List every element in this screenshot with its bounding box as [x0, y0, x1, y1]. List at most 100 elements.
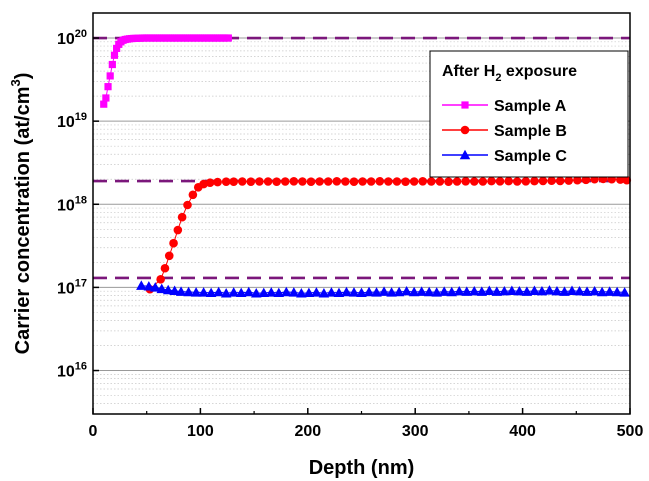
data-point: [431, 287, 442, 297]
data-point: [416, 286, 427, 296]
data-point: [190, 287, 202, 297]
data-point: [386, 287, 397, 297]
data-point: [529, 285, 540, 296]
data-point: [521, 286, 533, 296]
x-tick-label: 400: [509, 423, 536, 440]
data-point: [349, 177, 359, 186]
data-point: [555, 176, 565, 186]
legend-marker: [460, 125, 470, 135]
data-point: [318, 288, 330, 298]
data-point: [409, 177, 419, 186]
data-point: [348, 287, 360, 297]
data-point: [332, 176, 342, 186]
y-tick-label: 1018: [57, 194, 87, 214]
data-point: [547, 176, 556, 186]
data-point: [521, 176, 531, 186]
data-point: [108, 60, 116, 69]
data-point: [378, 286, 390, 296]
data-point: [160, 263, 170, 273]
data-point: [551, 285, 563, 296]
data-point: [266, 287, 277, 297]
data-point: [611, 286, 623, 297]
data-point: [536, 285, 548, 296]
data-point: [150, 282, 161, 292]
legend-item: Sample B: [442, 123, 567, 140]
data-point: [589, 285, 600, 296]
y-axis-title: Carrier concentration (at/cm3): [8, 73, 34, 355]
y-tick-label: 1017: [57, 277, 87, 297]
data-series: [100, 34, 632, 298]
axis-ticks: 0 100 200 300 400 500 1016 1017 1018 1019 1020: [57, 28, 643, 440]
data-point: [384, 177, 393, 186]
data-point: [566, 285, 578, 296]
data-point: [289, 176, 299, 186]
data-point: [298, 177, 307, 186]
data-point: [258, 287, 270, 298]
data-point: [461, 176, 470, 186]
y-tick-label: 1020: [57, 28, 87, 48]
data-point: [581, 286, 593, 296]
data-point: [444, 177, 453, 186]
data-point: [423, 286, 435, 297]
legend-label: Sample C: [494, 148, 567, 165]
data-point: [504, 176, 513, 186]
data-point: [514, 285, 525, 296]
data-point: [622, 175, 632, 185]
data-point: [356, 287, 367, 298]
data-point: [246, 177, 256, 186]
data-point: [296, 288, 307, 298]
data-point: [446, 286, 457, 297]
data-point: [188, 190, 198, 200]
data-point: [205, 287, 217, 298]
data-point: [164, 251, 174, 261]
data-point: [205, 178, 215, 187]
data-point: [306, 177, 316, 186]
data-point: [199, 179, 208, 189]
data-point: [366, 177, 376, 186]
data-point: [169, 285, 180, 296]
data-point: [363, 286, 375, 297]
y-tick-label: 1016: [57, 361, 87, 381]
legend-item: Sample C: [442, 148, 567, 165]
data-point: [213, 177, 222, 187]
data-point: [619, 287, 630, 297]
data-point: [311, 287, 322, 297]
data-point: [438, 286, 450, 296]
y-axis-title-end: ): [12, 73, 34, 80]
data-point: [418, 176, 428, 186]
legend-marker: [459, 149, 471, 160]
data-point: [469, 177, 479, 186]
data-point: [581, 175, 591, 185]
data-point: [102, 94, 110, 102]
data-point: [100, 100, 108, 108]
legend-label: Sample A: [494, 98, 567, 115]
legend: After H2 exposure Sample A Sample B Sample …: [429, 50, 629, 178]
data-point: [358, 177, 367, 186]
data-point: [484, 285, 495, 296]
data-point: [183, 200, 192, 210]
data-point: [315, 177, 324, 186]
data-point: [183, 286, 194, 297]
series-sample-b: [145, 174, 632, 294]
data-point: [375, 176, 385, 186]
x-tick-label: 0: [89, 423, 98, 440]
data-point: [243, 286, 254, 297]
series-sample-c: [136, 280, 630, 298]
data-point: [237, 177, 247, 186]
data-point: [213, 286, 224, 297]
series-sample-a: [100, 34, 232, 108]
data-point: [512, 177, 522, 186]
data-point: [272, 177, 281, 186]
legend-title: After H2 exposure: [442, 63, 577, 84]
data-point: [604, 286, 615, 296]
data-point: [506, 285, 518, 296]
data-point: [221, 177, 231, 186]
data-point: [143, 281, 155, 291]
data-point: [175, 286, 187, 296]
data-point: [173, 225, 183, 235]
data-point: [323, 177, 333, 186]
data-point: [538, 176, 548, 186]
data-point: [255, 177, 264, 186]
series-line: [149, 178, 627, 290]
data-point: [198, 287, 209, 297]
